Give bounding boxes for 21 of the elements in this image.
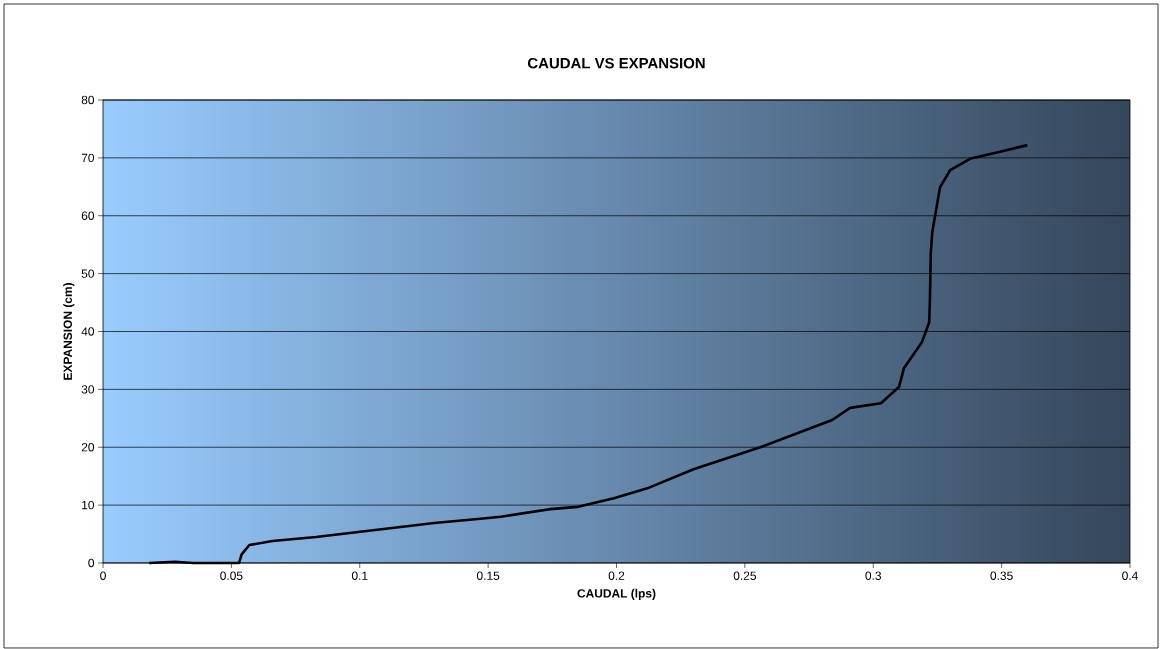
y-axis-title: EXPANSION (cm) (63, 283, 75, 380)
x-tick-label: 0.15 (476, 571, 500, 580)
y-tick-label: 0 (88, 558, 95, 568)
x-tick-label: 0.25 (733, 571, 756, 580)
y-tick-label: 80 (81, 95, 95, 105)
x-tick-label: 0.4 (1122, 571, 1138, 580)
x-tick-label: 0 (100, 571, 106, 580)
y-tick-label: 50 (81, 269, 95, 278)
y-tick-label: 20 (81, 443, 95, 452)
y-tick-label: 10 (82, 500, 95, 510)
y-tick-label: 40 (81, 327, 95, 336)
x-tick-label: 0.05 (220, 571, 243, 580)
y-tick-label: 70 (81, 153, 95, 163)
y-tick-label: 30 (81, 385, 95, 394)
x-tick-label: 0.2 (608, 571, 625, 580)
x-axis-title: CAUDAL (lps) (577, 588, 656, 600)
x-tick-label: 0.35 (990, 571, 1013, 580)
y-tick-label: 60 (81, 211, 95, 220)
chart-title: CAUDAL VS EXPANSION (527, 57, 705, 69)
x-tick-label: 0.3 (865, 571, 882, 580)
x-tick-label: 0.1 (351, 571, 368, 580)
